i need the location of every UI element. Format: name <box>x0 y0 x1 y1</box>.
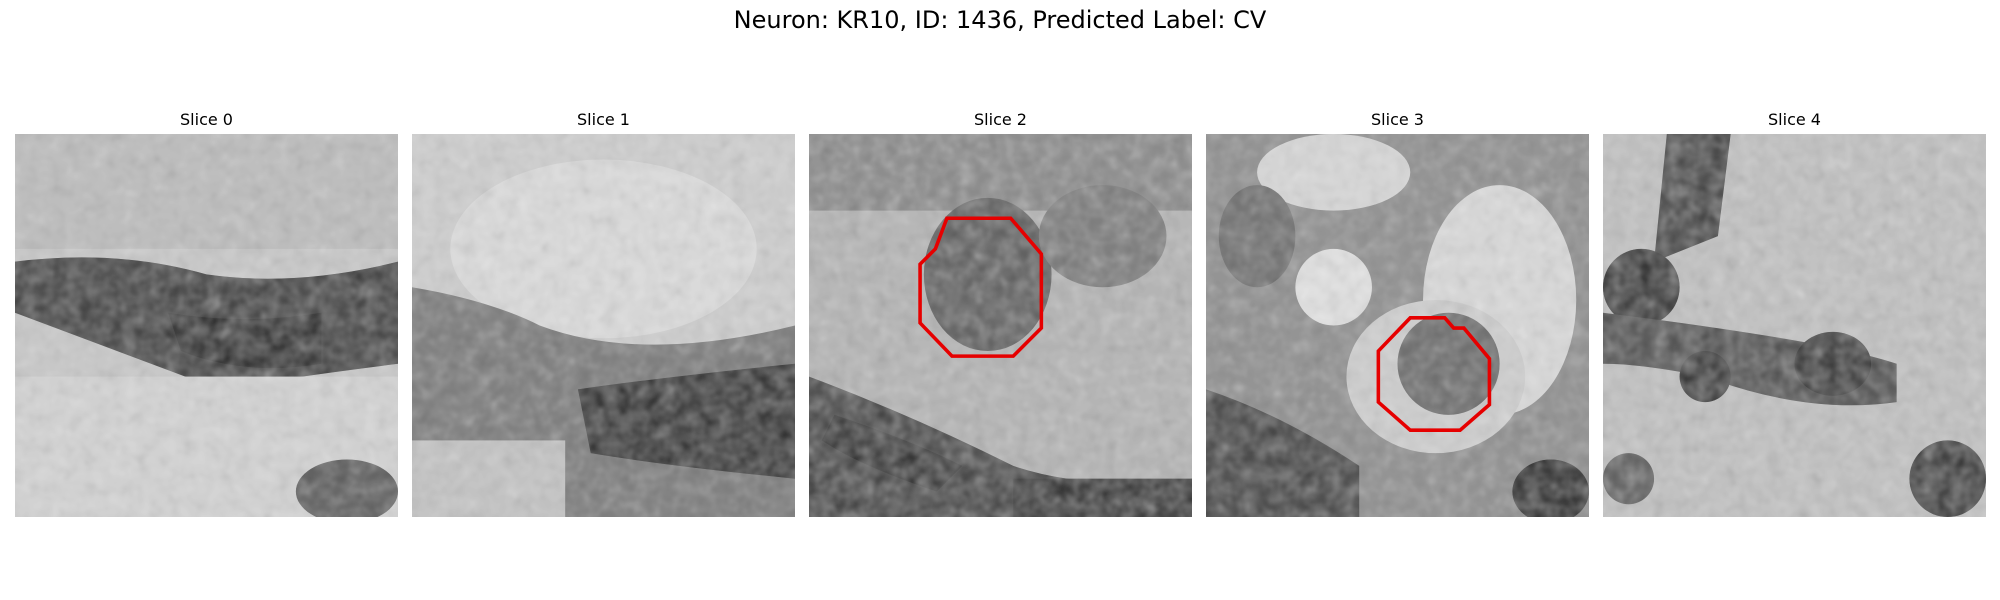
slice-image-0 <box>15 134 398 517</box>
slice-panel-2: Slice 2 <box>809 110 1192 520</box>
slice-image-4 <box>1603 134 1986 517</box>
slice-title-0: Slice 0 <box>180 110 233 129</box>
slice-panel-4: Slice 4 <box>1603 110 1986 520</box>
slice-panel-3: Slice 3 <box>1206 110 1589 520</box>
slice-title-3: Slice 3 <box>1371 110 1424 129</box>
slice-3-contour <box>1376 316 1492 432</box>
slice-title-2: Slice 2 <box>974 110 1027 129</box>
slice-image-2 <box>809 134 1192 517</box>
slice-panel-0: Slice 0 <box>15 110 398 520</box>
slice-image-3 <box>1206 134 1589 517</box>
slice-title-4: Slice 4 <box>1768 110 1821 129</box>
figure-title: Neuron: KR10, ID: 1436, Predicted Label:… <box>733 6 1267 34</box>
slice-2-contour <box>918 216 1044 358</box>
slice-image-1 <box>412 134 795 517</box>
slice-panel-1: Slice 1 <box>412 110 795 520</box>
slice-title-1: Slice 1 <box>577 110 630 129</box>
